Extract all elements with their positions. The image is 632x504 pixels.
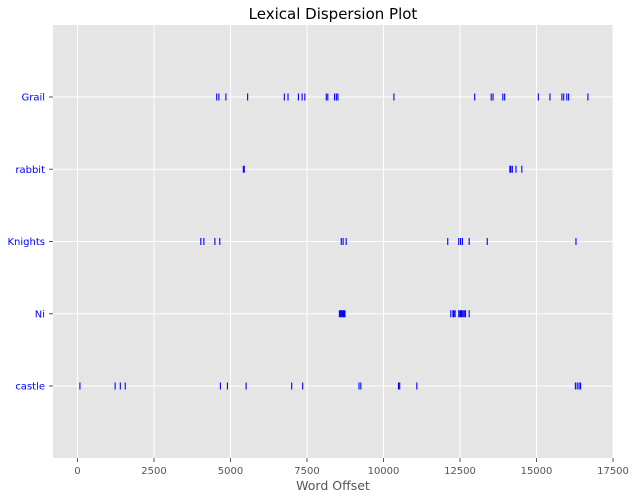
x-tick-label: 10000 xyxy=(368,466,400,477)
x-tick-layer: 0 2500 5000 7500 10000 12500 15000 17500 xyxy=(74,458,629,477)
x-tick-label: 5000 xyxy=(218,466,243,477)
x-tick-label: 15000 xyxy=(521,466,553,477)
x-axis-label: Word Offset xyxy=(296,478,370,493)
y-tick-label-castle: castle xyxy=(15,382,45,393)
y-tick-label-rabbit: rabbit xyxy=(15,165,45,176)
x-tick-label: 7500 xyxy=(294,466,319,477)
x-tick-label: 12500 xyxy=(444,466,476,477)
y-tick-label-ni: Ni xyxy=(35,309,45,320)
x-tick-label: 17500 xyxy=(597,466,629,477)
x-tick-label: 0 xyxy=(74,466,80,477)
y-tick-label-knights: Knights xyxy=(8,237,46,248)
marks-layer xyxy=(79,93,589,390)
y-tick-layer: Grail rabbit Knights Ni castle xyxy=(8,93,53,393)
x-tick-label: 2500 xyxy=(141,466,166,477)
chart-title: Lexical Dispersion Plot xyxy=(249,5,418,23)
y-tick-label-grail: Grail xyxy=(21,93,45,104)
grid-layer xyxy=(53,25,614,458)
